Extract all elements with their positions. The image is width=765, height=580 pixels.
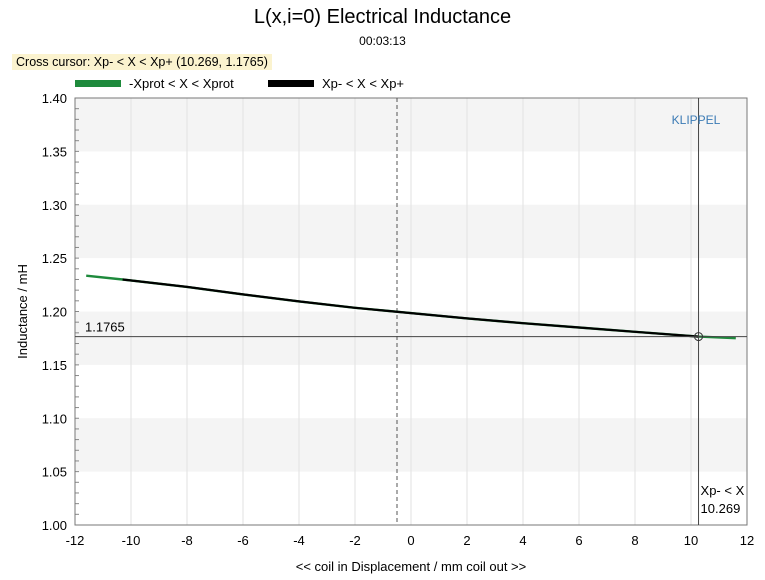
x-tick-label: -12 [66, 533, 85, 548]
klippel-watermark: KLIPPEL [672, 113, 721, 127]
y-tick-label: 1.05 [42, 465, 67, 480]
y-tick-label: 1.20 [42, 305, 67, 320]
x-tick-label: 10 [684, 533, 698, 548]
legend-label: -Xprot < X < Xprot [129, 76, 234, 91]
x-tick-label: -8 [181, 533, 193, 548]
grid-lines [130, 98, 692, 525]
series-line-xp [122, 278, 699, 338]
cursor-marker[interactable] [694, 332, 704, 342]
cursor-y-value-label: 1.1765 [85, 320, 125, 335]
cross-cursor: 1.1765 Xp- < X 10.269 [75, 98, 747, 525]
legend-label: Xp- < X < Xp+ [322, 76, 404, 91]
x-tick-label: 8 [631, 533, 638, 548]
chart-subtitle: 00:03:13 [359, 34, 406, 48]
x-tick-label: -4 [293, 533, 305, 548]
y-tick-label: 1.25 [42, 251, 67, 266]
x-axis-label: << coil in Displacement / mm coil out >> [296, 559, 527, 574]
legend-swatch [268, 80, 314, 87]
legend: -Xprot < X < Xprot Xp- < X < Xp+ [75, 76, 404, 91]
chart-title: L(x,i=0) Electrical Inductance [253, 6, 512, 28]
x-tick-label: 2 [463, 533, 470, 548]
plot-border [74, 97, 748, 526]
plot-frame [74, 97, 748, 526]
y-tick-label: 1.15 [42, 358, 67, 373]
legend-swatch [75, 80, 121, 87]
cursor-x-caption: Xp- < X [701, 483, 745, 498]
x-tick-label: -2 [349, 533, 361, 548]
x-tick-label: -10 [122, 533, 141, 548]
x-tick-label: 0 [407, 533, 414, 548]
y-tick-label: 1.00 [42, 518, 67, 533]
minor-ticks [75, 97, 79, 526]
y-tick-label: 1.35 [42, 144, 67, 159]
x-tick-label: 4 [519, 533, 526, 548]
data-lines [86, 98, 736, 525]
x-tick-label: 12 [740, 533, 754, 548]
y-tick-label: 1.30 [42, 198, 67, 213]
x-tick-label: -6 [237, 533, 249, 548]
cross-cursor-readout: Cross cursor: Xp- < X < Xp+ (10.269, 1.1… [12, 54, 272, 70]
y-tick-label: 1.10 [42, 411, 67, 426]
cursor-x-value-label: 10.269 [701, 501, 741, 516]
y-tick-label: 1.40 [42, 91, 67, 106]
tick-labels: -12 -10 -8 -6 -4 -2 0 2 4 6 8 10 12 1.00 1.05 1.10 1.15 1… [42, 91, 755, 548]
y-axis-label: Inductance / mH [15, 264, 30, 359]
x-tick-label: 6 [575, 533, 582, 548]
